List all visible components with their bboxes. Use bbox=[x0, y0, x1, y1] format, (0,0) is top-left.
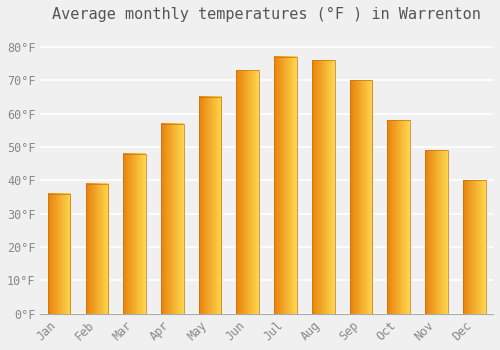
Bar bbox=[161, 124, 184, 314]
Bar bbox=[312, 60, 334, 314]
Bar bbox=[274, 57, 297, 314]
Title: Average monthly temperatures (°F ) in Warrenton: Average monthly temperatures (°F ) in Wa… bbox=[52, 7, 481, 22]
Bar bbox=[86, 184, 108, 314]
Bar bbox=[463, 180, 485, 314]
Bar bbox=[48, 194, 70, 314]
Bar bbox=[388, 120, 410, 314]
Bar bbox=[199, 97, 222, 314]
Bar bbox=[350, 80, 372, 314]
Bar bbox=[425, 150, 448, 314]
Bar bbox=[124, 154, 146, 314]
Bar bbox=[236, 70, 259, 314]
